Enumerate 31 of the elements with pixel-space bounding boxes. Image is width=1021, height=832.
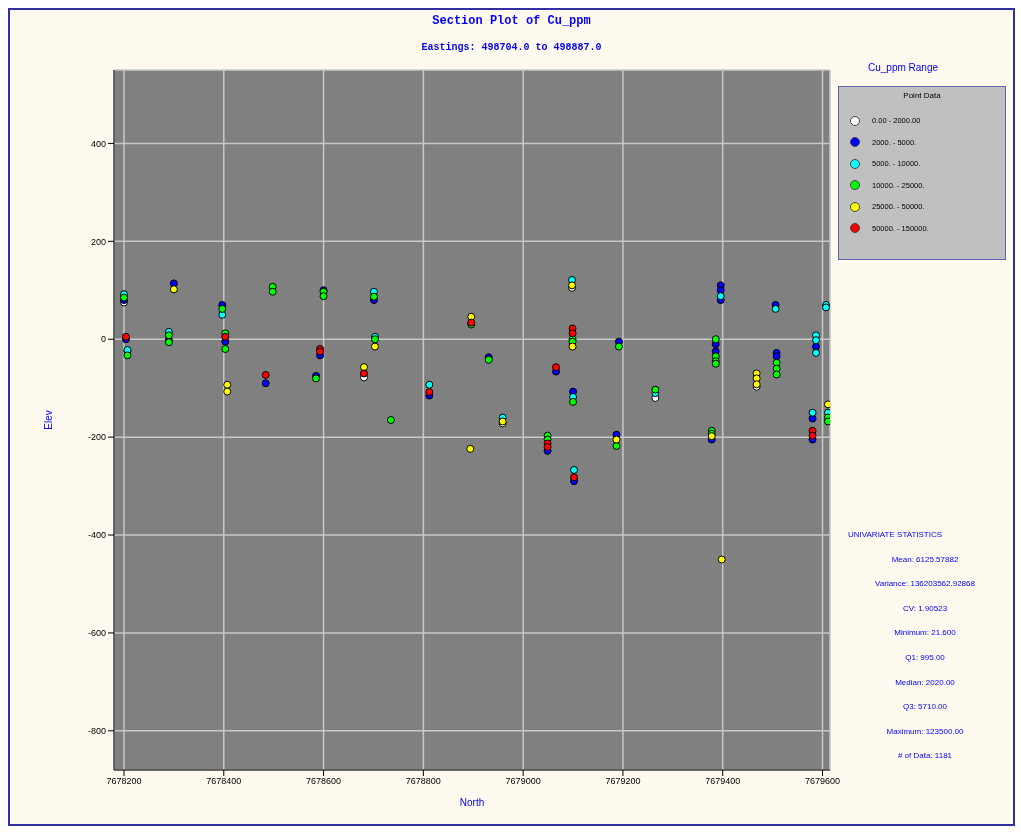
y-tick-label: -200: [87, 432, 106, 443]
text: UNIVARIATE STATISTICS: [847, 530, 944, 541]
text: Point Data: [902, 91, 942, 100]
text: Median: 2020.00: [894, 677, 956, 689]
text: Mean: 6125.57882: [890, 554, 960, 566]
x-tick-label: 7679000: [505, 776, 541, 787]
text: CV: 1.90523: [901, 603, 949, 615]
text: Maximum: 123500.00: [885, 726, 965, 738]
x-tick-label: 7678800: [405, 776, 441, 787]
x-tick-label: 7678400: [206, 776, 242, 787]
text: Variance: 136203562.92868: [874, 579, 976, 591]
text: Q3: 5710.00: [901, 702, 948, 714]
x-tick-label: 7679600: [804, 776, 841, 787]
text: # of Data: 1181: [896, 751, 954, 763]
y-tick-label: -400: [87, 530, 106, 541]
y-tick-label: 200: [90, 236, 106, 247]
chart-subtitle: Eastings: 498704.0 to 498887.0: [420, 42, 603, 53]
x-tick-label: 7679400: [705, 776, 741, 787]
text: Q1: 995.00: [904, 652, 946, 664]
y-axis-title: Elev: [42, 410, 54, 430]
y-tick-label: 0: [100, 334, 106, 345]
text: Minimum: 21.600: [893, 628, 957, 640]
x-axis-title: North: [459, 797, 485, 808]
y-tick-label: 400: [90, 138, 106, 149]
y-tick-label: -600: [87, 628, 106, 639]
y-tick-label: -800: [87, 726, 106, 737]
legend-title: Cu_ppm Range: [866, 62, 939, 73]
chart-title: Section Plot of Cu_ppm: [431, 14, 592, 28]
x-tick-label: 7678600: [306, 776, 342, 787]
x-tick-label: 7678200: [106, 776, 142, 787]
x-tick-label: 7679200: [605, 776, 641, 787]
